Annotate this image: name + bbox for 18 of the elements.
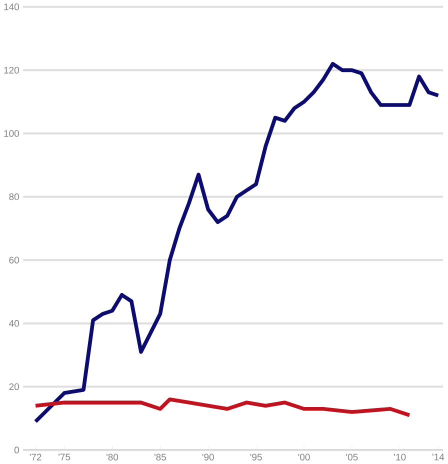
x-tick-label: '10 bbox=[394, 454, 406, 460]
y-tick-label: 120 bbox=[4, 66, 20, 74]
y-tick-label: 20 bbox=[9, 383, 20, 390]
y-tick-label: 60 bbox=[9, 256, 20, 264]
y-tick-label: 0 bbox=[14, 446, 20, 454]
x-tick-label: '80 bbox=[106, 454, 118, 460]
x-tick-label: '14 bbox=[432, 454, 444, 460]
x-tick-label: '85 bbox=[154, 454, 166, 460]
y-tick-label: 80 bbox=[9, 193, 20, 200]
y-tick-label: 40 bbox=[9, 320, 20, 327]
y-tick-label: 140 bbox=[4, 4, 20, 10]
x-tick-label: '00 bbox=[298, 454, 310, 460]
y-tick-label: 100 bbox=[4, 130, 20, 137]
x-tick-label: '90 bbox=[202, 454, 214, 460]
x-tick-label: '95 bbox=[250, 454, 262, 460]
x-tick-label: '75 bbox=[58, 454, 70, 460]
x-tick-label: '05 bbox=[346, 454, 358, 460]
x-tick-label: '72 bbox=[30, 454, 42, 460]
